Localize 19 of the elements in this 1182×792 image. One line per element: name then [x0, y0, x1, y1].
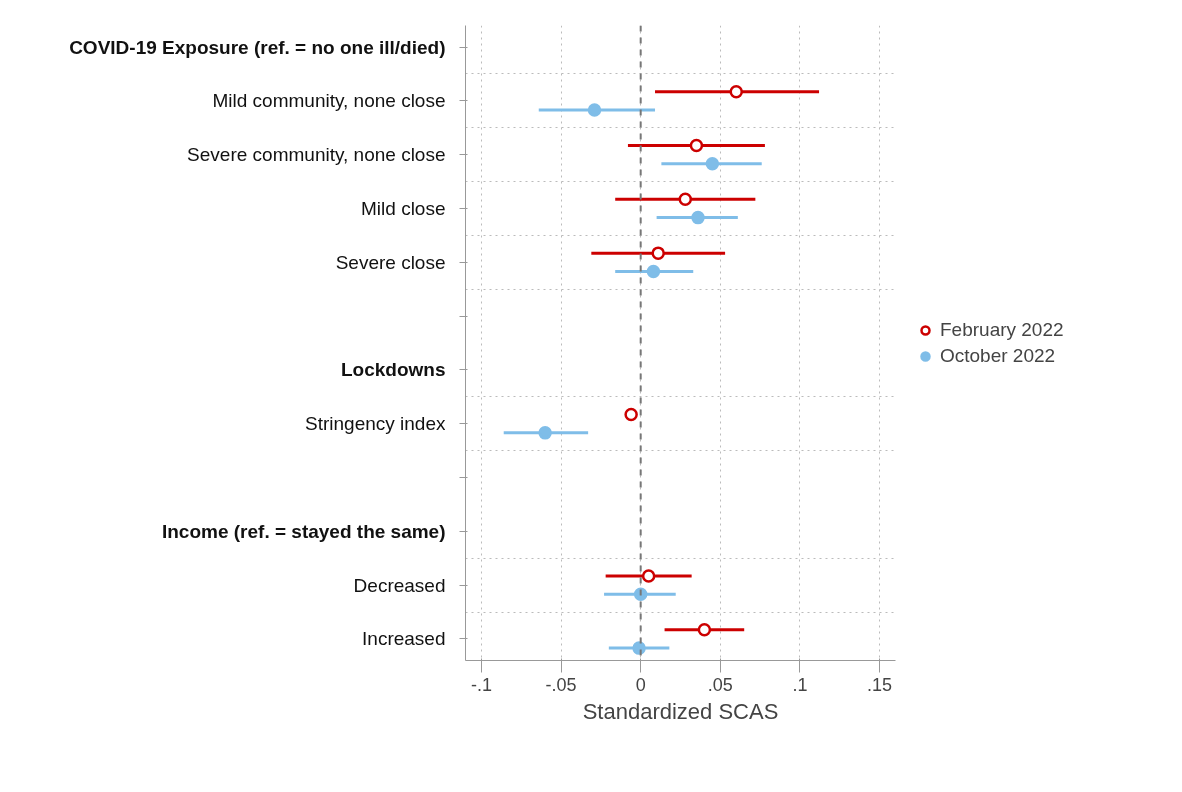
x-axis-title: Standardized SCAS — [582, 698, 779, 724]
x-tick-label: -.1 — [470, 674, 492, 695]
x-tick-label: .1 — [792, 674, 808, 695]
y-tick-label: Mild close — [361, 197, 446, 219]
y-tick-label: Increased — [362, 628, 446, 650]
y-tick-label: Severe community, none close — [187, 144, 446, 166]
y-tick-label: Stringency index — [305, 413, 446, 435]
y-tick-label: Decreased — [353, 574, 446, 596]
y-tick-label: Severe close — [335, 251, 446, 273]
legend-label: February 2022 — [940, 318, 1064, 341]
x-tick-label: .05 — [707, 674, 733, 695]
y-tick-label: Income (ref. = stayed the same) — [161, 520, 446, 542]
y-tick-label: COVID-19 Exposure (ref. = no one ill/died) — [69, 36, 446, 58]
y-tick-label: Lockdowns — [340, 359, 446, 381]
x-tick-label: .15 — [867, 674, 893, 695]
y-tick-label: Mild community, none close — [212, 90, 446, 112]
x-tick-label: -.05 — [545, 674, 577, 695]
x-tick-label: 0 — [635, 674, 646, 695]
legend-label: October 2022 — [940, 344, 1056, 367]
